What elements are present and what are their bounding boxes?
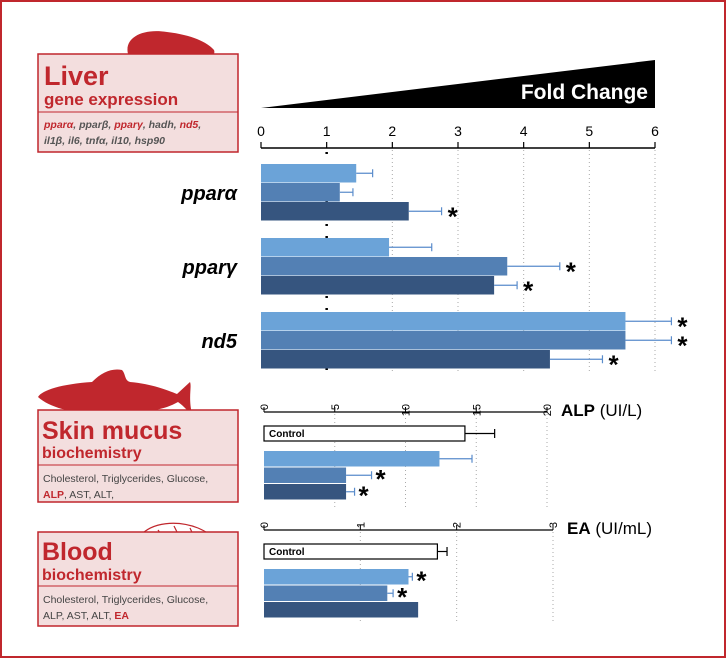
fish-icon	[38, 369, 192, 419]
liver-gene-5: ,	[197, 119, 201, 131]
liver-genes-line1: pparα, pparβ, pparγ, hadh, nd5,	[43, 119, 201, 131]
blood-params-rest: ALP, AST, ALT,	[43, 610, 114, 622]
fold-change-bar-2-2	[261, 350, 550, 369]
blood-ea-highlight: EA	[114, 610, 129, 622]
fold-change-bar-2-0-significance: *	[677, 312, 688, 342]
fold-change-tick-label-1: 1	[323, 123, 331, 139]
fold-change-bar-2-1	[261, 331, 626, 350]
ea-tick-label-2: 2	[452, 522, 464, 528]
fold-change-tick-label-5: 5	[585, 123, 593, 139]
fold-change-category-0: pparα	[180, 183, 238, 205]
blood-panel: Blood biochemistry Cholesterol, Triglyce…	[37, 522, 239, 627]
liver-panel: Liver gene expression pparα, pparβ, ppar…	[37, 31, 239, 153]
liver-gene-0: pparα	[43, 119, 74, 131]
alp-tick-label-1: 5	[330, 404, 342, 410]
fold-change-tick-label-2: 2	[388, 123, 396, 139]
blood-params-line1: Cholesterol, Triglycerides, Glucose,	[43, 594, 208, 606]
skin-panel-box	[37, 409, 239, 503]
liver-genes-line2: il1β, il6, tnfα, il10, hsp90	[44, 135, 165, 147]
alp-bar-1	[264, 467, 347, 483]
ea-bar-0-significance: *	[416, 566, 427, 596]
fold-change-bar-1-1-significance: *	[566, 257, 577, 287]
fold-change-bar-1-2	[261, 276, 495, 295]
fold-change-category-2: nd5	[201, 331, 237, 353]
skin-title: Skin mucus	[42, 417, 182, 445]
blood-params-line2: ALP, AST, ALT, EA	[43, 610, 129, 622]
skin-alp-highlight: ALP	[43, 489, 64, 501]
alp-bar-2	[264, 484, 347, 500]
ea-control-label: Control	[269, 547, 305, 558]
fold-change-bar-0-2	[261, 202, 409, 221]
liver-gene-3: , hadh,	[142, 119, 180, 131]
fold-change-bar-1-1	[261, 257, 508, 276]
fold-change-bar-2-2-significance: *	[608, 350, 619, 380]
liver-gene-2: pparγ	[113, 119, 144, 131]
fold-change-bar-1-0	[261, 238, 390, 257]
fold-change-category-1: pparγ	[182, 257, 239, 279]
ea-title: EA (UI/mL)	[567, 519, 652, 538]
skin-params-rest: , AST, ALT,	[64, 489, 114, 501]
alp-bar-0	[264, 451, 440, 467]
fold-change-wedge	[261, 60, 655, 108]
liver-gene-1: , pparβ,	[72, 119, 114, 131]
ea-tick-label-1: 1	[355, 522, 367, 528]
skin-params-line1: Cholesterol, Triglycerides, Glucose,	[43, 473, 208, 485]
skin-subtitle: biochemistry	[42, 445, 142, 462]
blood-title: Blood	[42, 538, 113, 566]
fold-change-bar-0-0	[261, 164, 357, 183]
liver-gene-4: nd5	[180, 119, 199, 131]
alp-chart: 0 5 10 15 20 ALP (UI/L) Control **	[259, 401, 642, 511]
liver-subtitle: gene expression	[44, 90, 178, 109]
alp-tick-label-3: 15	[471, 404, 483, 416]
ea-tick-label-0: 0	[259, 522, 271, 528]
fold-change-bar-2-1-significance: *	[677, 331, 688, 361]
liver-title: Liver	[44, 61, 109, 91]
alp-title-name: ALP	[561, 401, 595, 420]
ea-bar-2	[264, 602, 419, 618]
ea-tick-label-3: 3	[548, 522, 560, 528]
alp-title-unit: (UI/L)	[595, 401, 642, 420]
fold-change-tick-label-6: 6	[651, 123, 659, 139]
ea-bar-1-significance: *	[397, 582, 408, 612]
ea-bar-0	[264, 569, 409, 585]
fold-change-title: Fold Change	[521, 81, 648, 104]
alp-tick-label-2: 10	[401, 404, 413, 416]
alp-bar-1-significance: *	[376, 464, 387, 494]
alp-control-label: Control	[269, 429, 305, 440]
alp-tick-label-0: 0	[259, 404, 271, 410]
ea-title-name: EA	[567, 519, 591, 538]
ea-title-unit: (UI/mL)	[591, 519, 652, 538]
fold-change-tick-label-4: 4	[520, 123, 528, 139]
skin-params-line2: ALP, AST, ALT,	[43, 489, 114, 501]
ea-bar-1	[264, 585, 388, 601]
fold-change-bar-0-1	[261, 183, 340, 202]
blood-panel-box	[37, 531, 239, 627]
alp-tick-label-4: 20	[542, 404, 554, 416]
fold-change-bar-0-2-significance: *	[448, 202, 459, 232]
alp-bar-2-significance: *	[359, 481, 370, 511]
alp-title: ALP (UI/L)	[561, 401, 642, 420]
skin-panel: Skin mucus biochemistry Cholesterol, Tri…	[37, 369, 239, 503]
ea-chart: 0 1 2 3 EA (UI/mL) Control * *	[259, 519, 652, 622]
liver-panel-box	[37, 53, 239, 153]
fold-change-tick-label-0: 0	[257, 123, 265, 139]
fold-change-bar-2-0	[261, 312, 626, 331]
blood-subtitle: biochemistry	[42, 567, 142, 584]
fold-change-tick-label-3: 3	[454, 123, 462, 139]
fold-change-bar-1-2-significance: *	[523, 276, 534, 306]
